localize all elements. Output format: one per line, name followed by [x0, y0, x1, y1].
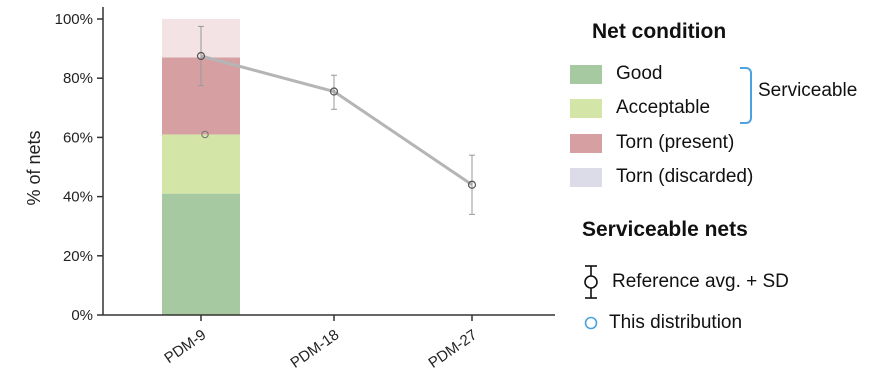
y-tick-label: 100%: [55, 11, 93, 28]
legend-item-torn-present: Torn (present): [570, 131, 734, 155]
distribution-point: [201, 130, 209, 139]
good-swatch: [570, 64, 602, 84]
y-tick-label: 80%: [63, 70, 93, 87]
legend-item-torn-discarded: Torn (discarded): [570, 165, 753, 189]
legend-item-acceptable: Acceptable: [570, 96, 710, 120]
legend-title-serviceable-nets: Serviceable nets: [582, 218, 748, 241]
legend-item-label: Acceptable: [616, 97, 711, 118]
legend-item-distribution: This distribution: [583, 311, 742, 335]
legend-item-label: This distribution: [609, 312, 743, 333]
legend-item-reference: Reference avg. + SD: [580, 265, 789, 299]
legend-item-label: Torn (discarded): [616, 166, 754, 187]
legend-title-net-condition: Net condition: [592, 20, 727, 43]
chart-canvas: 0% 20% 40% 60% 80% 100% % of nets PDM-9 PDM-18…: [24, 7, 555, 372]
x-tick-label: PDM-18: [287, 326, 342, 371]
y-axis-label: % of nets: [24, 130, 44, 205]
x-tick-label: PDM-27: [425, 326, 480, 371]
reference-point: [329, 87, 339, 96]
serviceable-label: Serviceable: [758, 80, 858, 101]
reference-point: [196, 51, 206, 61]
torn-present-swatch: [570, 133, 602, 153]
reference-series: [196, 25, 477, 215]
y-tick-label: 60%: [63, 129, 93, 146]
serviceable-bracket: [740, 67, 752, 124]
legend-item-label: Good: [616, 63, 663, 84]
y-tick-label: 20%: [63, 248, 93, 265]
legend: Net condition Good Acceptable Torn (pres…: [560, 0, 885, 378]
legend-item-label: Torn (present): [616, 132, 735, 153]
bar-segment-good: [162, 193, 240, 315]
y-tick-label: 0%: [71, 307, 93, 324]
y-axis: 0% 20% 40% 60% 80% 100%: [55, 7, 104, 324]
x-axis: PDM-9 PDM-18 PDM-27: [103, 314, 555, 372]
legend-item-label: Reference avg. + SD: [612, 271, 789, 292]
acceptable-swatch: [570, 98, 602, 118]
distribution-series: [201, 130, 209, 139]
reference-point: [467, 180, 477, 189]
circle-marker-icon: [584, 316, 598, 330]
error-bar-marker-icon: [584, 265, 598, 299]
legend-item-good: Good: [570, 62, 662, 86]
y-tick-label: 40%: [63, 189, 93, 206]
x-tick-label: PDM-9: [161, 326, 209, 367]
torn-discarded-swatch: [570, 167, 602, 187]
bar-segment-acceptable: [162, 134, 240, 194]
